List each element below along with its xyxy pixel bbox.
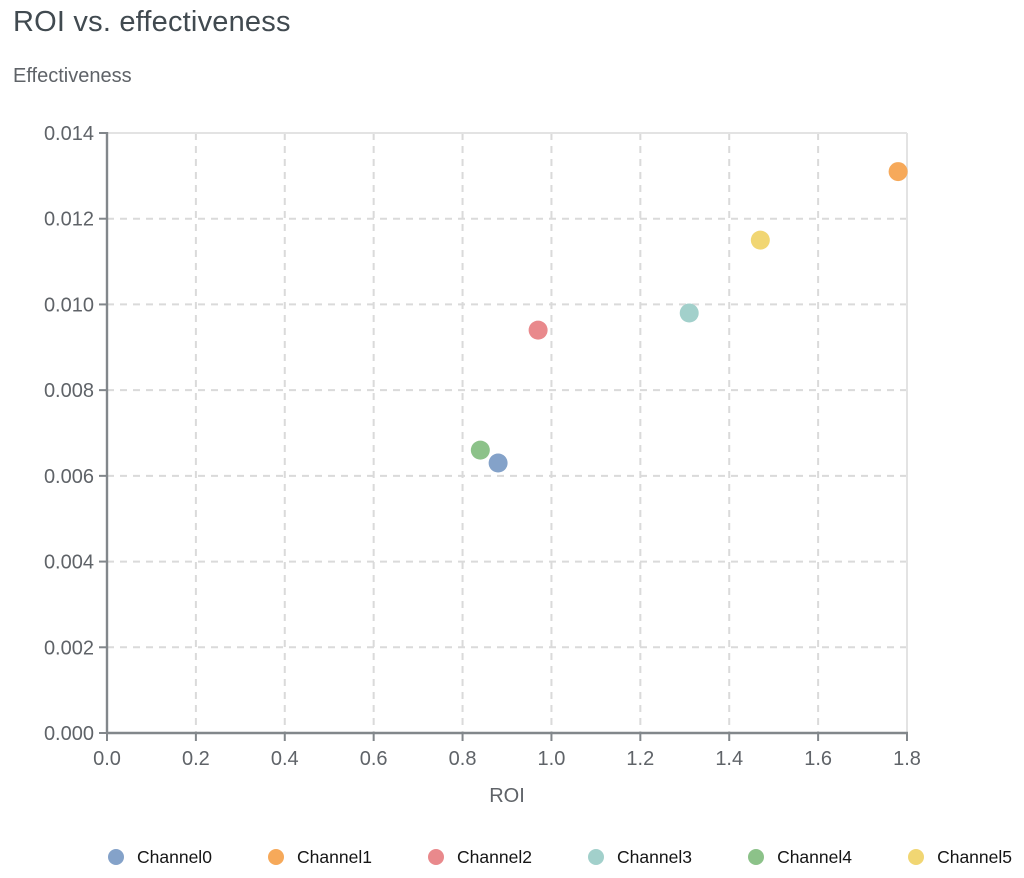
y-tick-label: 0.000 bbox=[44, 723, 94, 745]
y-tick-label: 0.012 bbox=[44, 209, 94, 231]
legend-swatch-icon bbox=[428, 849, 445, 865]
x-tick-label: 1.0 bbox=[538, 748, 566, 770]
y-tick-label: 0.008 bbox=[44, 380, 94, 402]
y-tick-label: 0.002 bbox=[44, 637, 94, 659]
legend-swatch-icon bbox=[268, 849, 285, 865]
legend-label: Channel4 bbox=[777, 846, 852, 867]
x-tick-label: 0.2 bbox=[182, 748, 210, 770]
point-channel4[interactable] bbox=[470, 440, 490, 460]
point-channel1[interactable] bbox=[888, 162, 908, 182]
point-channel5[interactable] bbox=[750, 230, 770, 250]
y-tick-label: 0.004 bbox=[44, 552, 94, 574]
y-tick-label: 0.010 bbox=[44, 294, 94, 316]
legend-label: Channel5 bbox=[937, 846, 1012, 867]
legend-item-channel2[interactable]: Channel2 bbox=[428, 847, 532, 868]
legend-swatch-icon bbox=[108, 849, 124, 865]
x-tick-label: 1.8 bbox=[893, 748, 921, 770]
legend-swatch-icon bbox=[588, 849, 605, 865]
legend-swatch-icon bbox=[748, 849, 765, 865]
legend-swatch-icon bbox=[908, 849, 925, 865]
x-axis-title: ROI bbox=[489, 785, 525, 807]
x-tick-label: 1.6 bbox=[804, 748, 832, 770]
y-tick-label: 0.014 bbox=[44, 123, 94, 145]
legend-label: Channel0 bbox=[137, 846, 212, 867]
y-tick-label: 0.006 bbox=[44, 466, 94, 488]
legend-item-channel0[interactable]: Channel0 bbox=[108, 847, 212, 868]
point-channel0[interactable] bbox=[488, 453, 508, 473]
legend: Channel0 Channel1 Channel2 Channel3 Channel4… bbox=[108, 842, 1012, 872]
y-axis-title: Effectiveness bbox=[13, 65, 132, 87]
legend-item-channel5[interactable]: Channel5 bbox=[908, 847, 1012, 868]
legend-item-channel4[interactable]: Channel4 bbox=[748, 847, 852, 868]
x-tick-label: 0.6 bbox=[360, 748, 388, 770]
chart-title: ROI vs. effectiveness bbox=[13, 6, 291, 38]
x-tick-label: 0.4 bbox=[271, 748, 299, 770]
legend-label: Channel2 bbox=[457, 846, 532, 867]
point-channel2[interactable] bbox=[528, 320, 548, 340]
point-channel3[interactable] bbox=[679, 303, 699, 323]
x-tick-label: 1.4 bbox=[715, 748, 743, 770]
legend-item-channel3[interactable]: Channel3 bbox=[588, 847, 692, 868]
x-tick-label: 0.8 bbox=[449, 748, 477, 770]
x-tick-label: 0.0 bbox=[93, 748, 121, 770]
legend-item-channel1[interactable]: Channel1 bbox=[268, 847, 372, 868]
x-tick-label: 1.2 bbox=[626, 748, 654, 770]
legend-label: Channel3 bbox=[617, 846, 692, 867]
legend-label: Channel1 bbox=[297, 846, 372, 867]
